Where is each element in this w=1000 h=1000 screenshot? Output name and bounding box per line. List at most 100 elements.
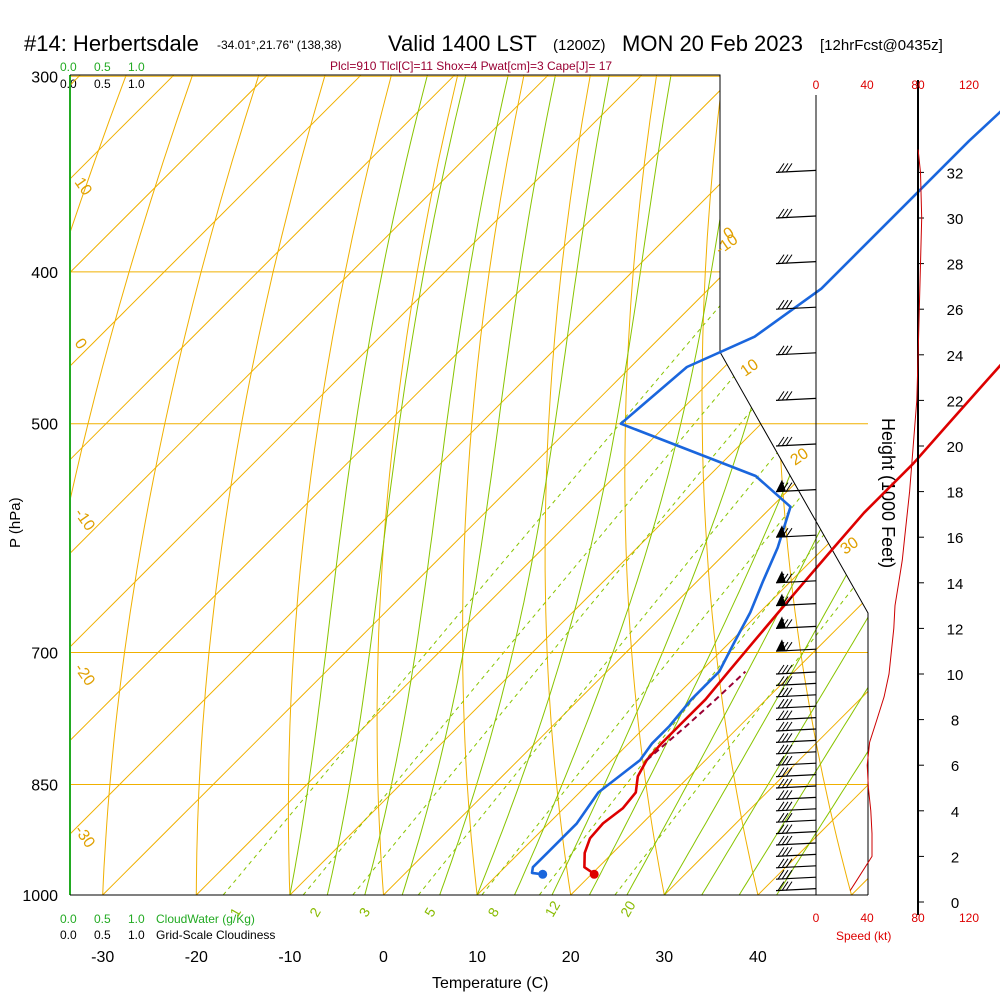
wind-barb-feather xyxy=(785,687,793,698)
wind-barb-flag xyxy=(776,570,786,583)
wind-barb-feather xyxy=(777,641,785,652)
wind-barb-feather xyxy=(777,858,785,869)
wind-barb-feather xyxy=(777,687,785,698)
wind-barb xyxy=(775,790,817,800)
wind-barb-feather xyxy=(777,881,785,891)
valid-time: Valid 1400 LST xyxy=(388,31,537,56)
temperature-tick-label: -10 xyxy=(278,949,301,966)
wind-barb-feather xyxy=(785,847,793,857)
cloudiness-top-tick-1: 0.5 xyxy=(94,77,111,91)
wind-barb xyxy=(775,299,817,310)
cloudwater-bottom-tick-0: 0.0 xyxy=(60,912,77,926)
mixing-ratio-label: 20 xyxy=(617,898,639,920)
mixing-ratio-line xyxy=(481,271,868,895)
height-tick-label: 26 xyxy=(947,302,964,319)
pressure-tick-label: 500 xyxy=(31,417,58,434)
speed-top-tick-label: 40 xyxy=(860,78,874,92)
height-tick-label: 18 xyxy=(947,485,964,502)
axis-ticks: 2 5 0 300 400 500 700 850 1000 -30 -20 -10 0 10 20 30 40 xyxy=(22,69,767,966)
wind-barb-feather xyxy=(785,345,793,356)
isotherm-line xyxy=(757,75,868,895)
wind-barb-flag xyxy=(776,593,786,606)
speed-top-tick-label: 0 xyxy=(813,78,820,92)
cloudwater-bottom-tick-1: 0.5 xyxy=(94,912,111,926)
wind-barb-feather xyxy=(781,733,789,743)
wind-barb-feather xyxy=(781,345,789,356)
cloudwater-bottom-tick-2: 1.0 xyxy=(128,912,145,926)
isotherm-line xyxy=(70,75,297,895)
wind-barb-feather xyxy=(781,436,789,447)
wind-barb-feather xyxy=(777,824,785,834)
wind-barb xyxy=(775,881,817,892)
wind-barb-feather xyxy=(781,676,789,686)
cloudiness-top-tick-0: 0.0 xyxy=(60,77,77,91)
wind-barb-feather xyxy=(781,812,789,823)
wind-barb-feather xyxy=(785,641,793,652)
wind-barb-feather xyxy=(785,744,793,755)
wind-barb-feather xyxy=(785,208,793,219)
wind-barb-feather xyxy=(781,527,789,538)
isotherm-line xyxy=(70,75,485,895)
wind-barb-feather xyxy=(785,790,793,800)
wind-barb-feather xyxy=(785,299,793,310)
isotherm-line xyxy=(70,75,765,895)
wind-barb-feather xyxy=(781,710,789,720)
dry-adiabat-line xyxy=(376,75,483,895)
wind-barb-feather xyxy=(781,163,789,173)
moist-adiabat-line xyxy=(701,75,868,895)
isotherm-line xyxy=(663,75,868,895)
wind-barb xyxy=(775,710,817,721)
moist-adiabat-line xyxy=(776,75,868,895)
wind-barb-feather xyxy=(777,299,785,310)
cloudwater-top-tick-1: 0.5 xyxy=(94,60,111,74)
mixing-ratio-line xyxy=(614,271,868,895)
mixing-ratio-line xyxy=(417,271,868,895)
wind-barb xyxy=(775,721,817,732)
plot-frame xyxy=(69,74,869,896)
isotherm-label: 20 xyxy=(788,445,812,469)
wind-barb-feather xyxy=(781,254,789,264)
wind-barb-feather xyxy=(777,573,785,584)
height-tick-label: 12 xyxy=(947,621,964,638)
wind-barb xyxy=(775,858,817,869)
wind-barb xyxy=(775,391,817,401)
isotherm-line xyxy=(70,75,868,895)
wind-barb xyxy=(775,835,817,846)
isotherm-line xyxy=(289,75,868,895)
height-tick-label: 20 xyxy=(947,439,964,456)
dry-adiabat-line xyxy=(624,75,674,895)
wind-barb-feather xyxy=(777,835,785,846)
wind-barb-feather xyxy=(785,801,793,812)
temperature-tick-label: 40 xyxy=(749,949,767,966)
wind-barb xyxy=(775,755,817,766)
dry-adiabat-line xyxy=(988,0,1000,895)
wind-barb xyxy=(775,687,817,698)
station-location: -34.01°,21.76" (138,38) xyxy=(217,38,341,52)
wind-barb-feather xyxy=(785,573,793,584)
mixing-ratio-label: 2 xyxy=(306,905,324,920)
wind-barb xyxy=(775,664,817,675)
mixing-ratio-label: 12 xyxy=(542,898,564,920)
wind-barb-feather xyxy=(777,801,785,812)
profile-dewpoint-line xyxy=(530,110,1000,876)
wind-barb-feather xyxy=(785,596,793,606)
wind-barb xyxy=(775,778,817,789)
plot-boundary xyxy=(70,74,869,895)
wind-barb xyxy=(775,801,817,812)
speed-bottom-tick-label: 40 xyxy=(860,911,874,925)
mixing-ratio-label: 5 xyxy=(421,905,439,920)
height-tick-label: 24 xyxy=(947,348,964,365)
wind-barb-feather xyxy=(785,254,793,264)
height-tick-label: 32 xyxy=(947,165,964,182)
surface-dewpoint-marker xyxy=(538,869,548,879)
dry-adiabat-line xyxy=(701,75,759,895)
wind-barb-flag xyxy=(776,616,786,629)
wind-barb-feather xyxy=(781,881,789,891)
dry-adiabat-label: -20 xyxy=(71,661,98,690)
wind-barb-feather xyxy=(781,299,789,310)
moist-adiabat-line xyxy=(738,75,868,895)
forecast-run: [12hrFcst@0435z] xyxy=(820,37,943,54)
speed-bottom-tick-label: 120 xyxy=(959,911,979,925)
sounding-profiles xyxy=(530,110,1000,879)
wind-barb-feather xyxy=(781,687,789,698)
